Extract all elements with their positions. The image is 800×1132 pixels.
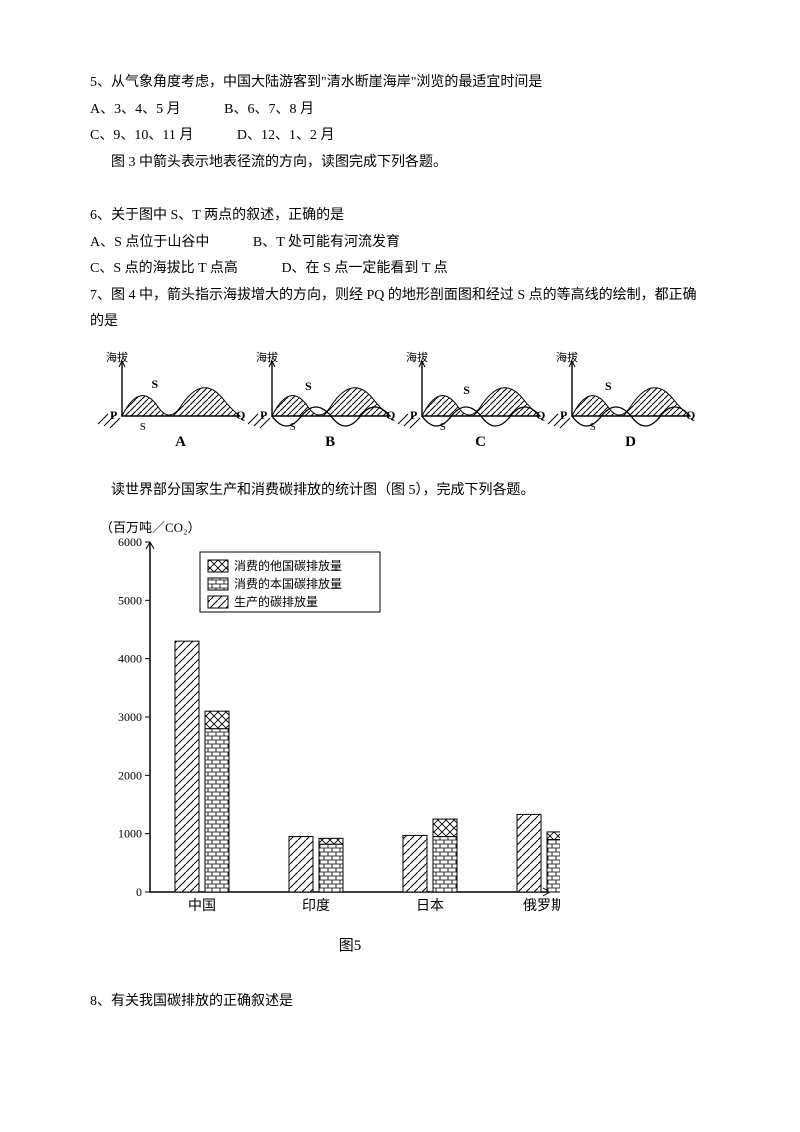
svg-text:海拔: 海拔 bbox=[106, 350, 128, 364]
svg-text:S: S bbox=[590, 421, 596, 433]
carbon-chart: （百万吨／CO₂） 0 1000 2000 3000 4000 5000 6000 消费的他国碳… bbox=[90, 512, 710, 973]
svg-text:5000: 5000 bbox=[118, 593, 142, 607]
q5-option-a: A、3、4、5 月 bbox=[90, 97, 181, 124]
svg-text:0: 0 bbox=[136, 885, 142, 899]
q5-stem: 5、从气象角度考虑，中国大陆游客到"清水断崖海岸"浏览的最适宜时间是 bbox=[90, 70, 710, 97]
q6-options-row2: C、S 点的海拔比 T 点高 D、在 S 点一定能看到 T 点 bbox=[90, 256, 710, 283]
svg-text:2000: 2000 bbox=[118, 768, 142, 782]
q6-stem: 6、关于图中 S、T 两点的叙述，正确的是 bbox=[90, 203, 710, 230]
svg-text:海拔: 海拔 bbox=[556, 350, 578, 364]
svg-text:消费的本国碳排放量: 消费的本国碳排放量 bbox=[234, 576, 342, 591]
q6-options-row1: A、S 点位于山谷中 B、T 处可能有河流发育 bbox=[90, 230, 710, 257]
svg-text:印度: 印度 bbox=[302, 898, 330, 914]
q5-option-d: D、12、1、2 月 bbox=[237, 123, 335, 150]
svg-text:日本: 日本 bbox=[416, 898, 444, 914]
svg-text:C: C bbox=[475, 434, 486, 450]
svg-text:S: S bbox=[305, 379, 312, 393]
svg-text:6000: 6000 bbox=[118, 535, 142, 549]
fig3-note: 图 3 中箭头表示地表径流的方向，读图完成下列各题。 bbox=[90, 150, 710, 177]
fig5-note: 读世界部分国家生产和消费碳排放的统计图（图 5），完成下列各题。 bbox=[90, 478, 710, 505]
q5-option-c: C、9、10、11 月 bbox=[90, 123, 193, 150]
exam-page: 5、从气象角度考虑，中国大陆游客到"清水断崖海岸"浏览的最适宜时间是 A、3、4… bbox=[0, 0, 800, 1055]
svg-text:P: P bbox=[110, 408, 117, 422]
svg-text:中国: 中国 bbox=[188, 898, 216, 914]
svg-text:海拔: 海拔 bbox=[256, 350, 278, 364]
q7-diagrams: 海拔PQSSA海拔PQSSB海拔PQSSC海拔PQSSD bbox=[90, 346, 710, 472]
svg-text:1000: 1000 bbox=[118, 827, 142, 841]
svg-text:P: P bbox=[410, 408, 417, 422]
q5-options-row1: A、3、4、5 月 B、6、7、8 月 bbox=[90, 97, 710, 124]
svg-text:S: S bbox=[290, 421, 296, 433]
q5-options-row2: C、9、10、11 月 D、12、1、2 月 bbox=[90, 123, 710, 150]
q6-option-b: B、T 处可能有河流发育 bbox=[253, 230, 400, 257]
q6-option-a: A、S 点位于山谷中 bbox=[90, 230, 209, 257]
svg-text:生产的碳排放量: 生产的碳排放量 bbox=[234, 594, 318, 609]
svg-text:B: B bbox=[325, 434, 335, 450]
svg-text:S: S bbox=[152, 377, 159, 391]
svg-text:D: D bbox=[625, 434, 636, 450]
svg-text:S: S bbox=[605, 379, 612, 393]
svg-text:俄罗斯: 俄罗斯 bbox=[523, 898, 560, 914]
svg-text:P: P bbox=[560, 408, 567, 422]
svg-text:S: S bbox=[440, 421, 446, 433]
q6-option-d: D、在 S 点一定能看到 T 点 bbox=[281, 256, 447, 283]
q6-option-c: C、S 点的海拔比 T 点高 bbox=[90, 256, 238, 283]
q8-stem: 8、有关我国碳排放的正确叙述是 bbox=[90, 989, 710, 1016]
svg-text:消费的他国碳排放量: 消费的他国碳排放量 bbox=[234, 558, 342, 573]
svg-text:S: S bbox=[463, 383, 470, 397]
svg-text:4000: 4000 bbox=[118, 652, 142, 666]
svg-text:S: S bbox=[140, 421, 146, 433]
svg-text:P: P bbox=[260, 408, 267, 422]
q7-stem: 7、图 4 中，箭头指示海拔增大的方向，则经 PQ 的地形剖面图和经过 S 点的… bbox=[90, 283, 710, 336]
svg-text:A: A bbox=[175, 434, 186, 450]
svg-text:海拔: 海拔 bbox=[406, 350, 428, 364]
svg-text:图5: 图5 bbox=[339, 937, 362, 954]
svg-text:（百万吨／CO₂）: （百万吨／CO₂） bbox=[100, 520, 201, 535]
q5-option-b: B、6、7、8 月 bbox=[224, 97, 314, 124]
svg-text:3000: 3000 bbox=[118, 710, 142, 724]
